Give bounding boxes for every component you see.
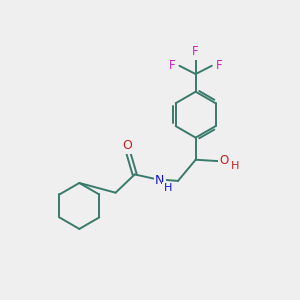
Text: F: F — [216, 59, 223, 72]
Text: F: F — [192, 45, 199, 58]
Text: O: O — [220, 154, 229, 167]
Text: H: H — [164, 183, 172, 193]
Text: N: N — [155, 174, 164, 188]
Text: H: H — [231, 161, 240, 172]
Text: F: F — [169, 59, 175, 72]
Text: O: O — [122, 140, 132, 152]
